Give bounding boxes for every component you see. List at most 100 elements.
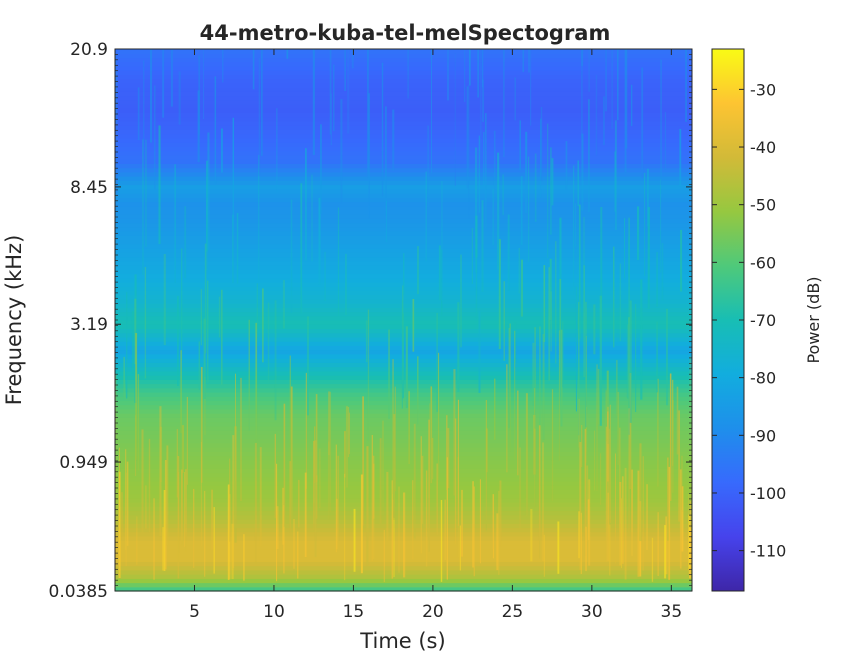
heatmap-streak [447, 428, 450, 489]
heatmap-streak [615, 453, 616, 564]
heatmap-streak [428, 419, 430, 552]
heatmap-streak [579, 442, 582, 570]
heatmap-streak [381, 62, 384, 197]
y-tick-label: 8.45 [70, 178, 108, 198]
heatmap-streak [298, 479, 300, 528]
heatmap-streak [328, 441, 330, 520]
heatmap-streak [485, 113, 487, 229]
colorbar-label: Power (dB) [804, 276, 823, 363]
heatmap-streak [382, 420, 384, 522]
heatmap-streak [319, 448, 321, 509]
heatmap-streak [454, 53, 456, 186]
heatmap-streak [542, 442, 544, 562]
heatmap-row [115, 184, 692, 190]
heatmap-row [115, 201, 692, 207]
colorbar-tick-label: -70 [750, 311, 776, 330]
heatmap-streak [607, 406, 609, 482]
heatmap-streak [137, 374, 140, 471]
heatmap-streak [142, 139, 144, 275]
heatmap-row [115, 108, 692, 114]
heatmap-streak [668, 466, 671, 580]
heatmap-streak [440, 500, 443, 582]
heatmap-streak [543, 265, 546, 342]
x-tick-label: 20 [422, 602, 444, 622]
heatmap-streak [468, 85, 470, 219]
heatmap-streak [485, 400, 487, 531]
heatmap-row [115, 146, 692, 152]
heatmap-streak [337, 455, 340, 551]
heatmap-streak [498, 239, 501, 349]
heatmap-streak [525, 131, 528, 214]
heatmap-streak [608, 428, 611, 562]
heatmap-row [115, 421, 692, 427]
heatmap-streak [492, 494, 494, 559]
heatmap-streak [145, 485, 147, 529]
heatmap-streak [550, 291, 552, 352]
heatmap-streak [170, 49, 173, 107]
heatmap-row [115, 159, 692, 164]
heatmap-row [115, 235, 692, 241]
heatmap-streak [528, 49, 530, 73]
heatmap-streak [676, 386, 679, 455]
heatmap-streak [393, 517, 395, 577]
heatmap-streak [619, 427, 621, 534]
heatmap-streak [200, 289, 202, 346]
heatmap-streak [461, 489, 463, 557]
heatmap-streak [403, 492, 406, 578]
heatmap-streak [345, 253, 347, 315]
colorbar-tick-label: -60 [750, 253, 776, 272]
heatmap-streak [417, 356, 419, 425]
heatmap-streak [248, 319, 250, 431]
heatmap-streak [446, 457, 448, 580]
heatmap-streak [597, 369, 600, 425]
colorbar-ticks: -110 -100 -90 -80 -70 -60 -50 -40 -30 [712, 80, 786, 561]
heatmap-streak [514, 77, 516, 121]
y-tick-label: 20.9 [70, 40, 108, 60]
heatmap-row [115, 163, 692, 169]
heatmap-streak [542, 334, 545, 440]
heatmap-streak [289, 461, 291, 533]
heatmap-streak [549, 258, 552, 320]
heatmap-streak [635, 304, 637, 412]
heatmap-row [115, 476, 692, 482]
heatmap-streak [506, 364, 508, 473]
heatmap-streak [543, 534, 545, 577]
heatmap-streak [493, 130, 496, 201]
x-tick-label: 5 [189, 602, 200, 622]
heatmap-streak [681, 486, 684, 552]
heatmap-streak [665, 516, 668, 575]
heatmap-streak [118, 471, 121, 578]
heatmap-streak [616, 360, 618, 416]
heatmap-streak [403, 253, 405, 295]
heatmap-streak [628, 317, 630, 435]
heatmap-streak [603, 96, 605, 146]
heatmap-streak [520, 259, 523, 317]
heatmap-streak [184, 206, 187, 279]
heatmap-streak [274, 433, 276, 519]
heatmap-streak [473, 486, 475, 577]
heatmap-row [115, 586, 692, 592]
heatmap-streak [306, 316, 309, 416]
heatmap-streak [609, 404, 611, 523]
heatmap-streak [163, 254, 166, 346]
heatmap-streak [353, 508, 356, 572]
heatmap-streak [383, 529, 385, 583]
heatmap-row [115, 192, 692, 198]
heatmap-row [115, 485, 692, 490]
heatmap-streak [502, 174, 504, 216]
heatmap-streak [460, 254, 462, 348]
heatmap-row [115, 400, 692, 406]
heatmap-streak [413, 423, 416, 539]
heatmap-streak [660, 59, 662, 185]
heatmap-streak [351, 49, 354, 69]
x-axis-ticks: 5 10 15 20 25 30 35 [189, 49, 682, 622]
heatmap-row [115, 99, 692, 105]
heatmap-streak [657, 378, 659, 487]
heatmap-streak [593, 304, 596, 355]
heatmap-streak [293, 519, 295, 569]
heatmap-row [115, 430, 692, 435]
heatmap-streak [200, 442, 202, 547]
heatmap-streak [232, 435, 235, 569]
heatmap-streak [641, 67, 644, 179]
heatmap-row [115, 176, 692, 181]
